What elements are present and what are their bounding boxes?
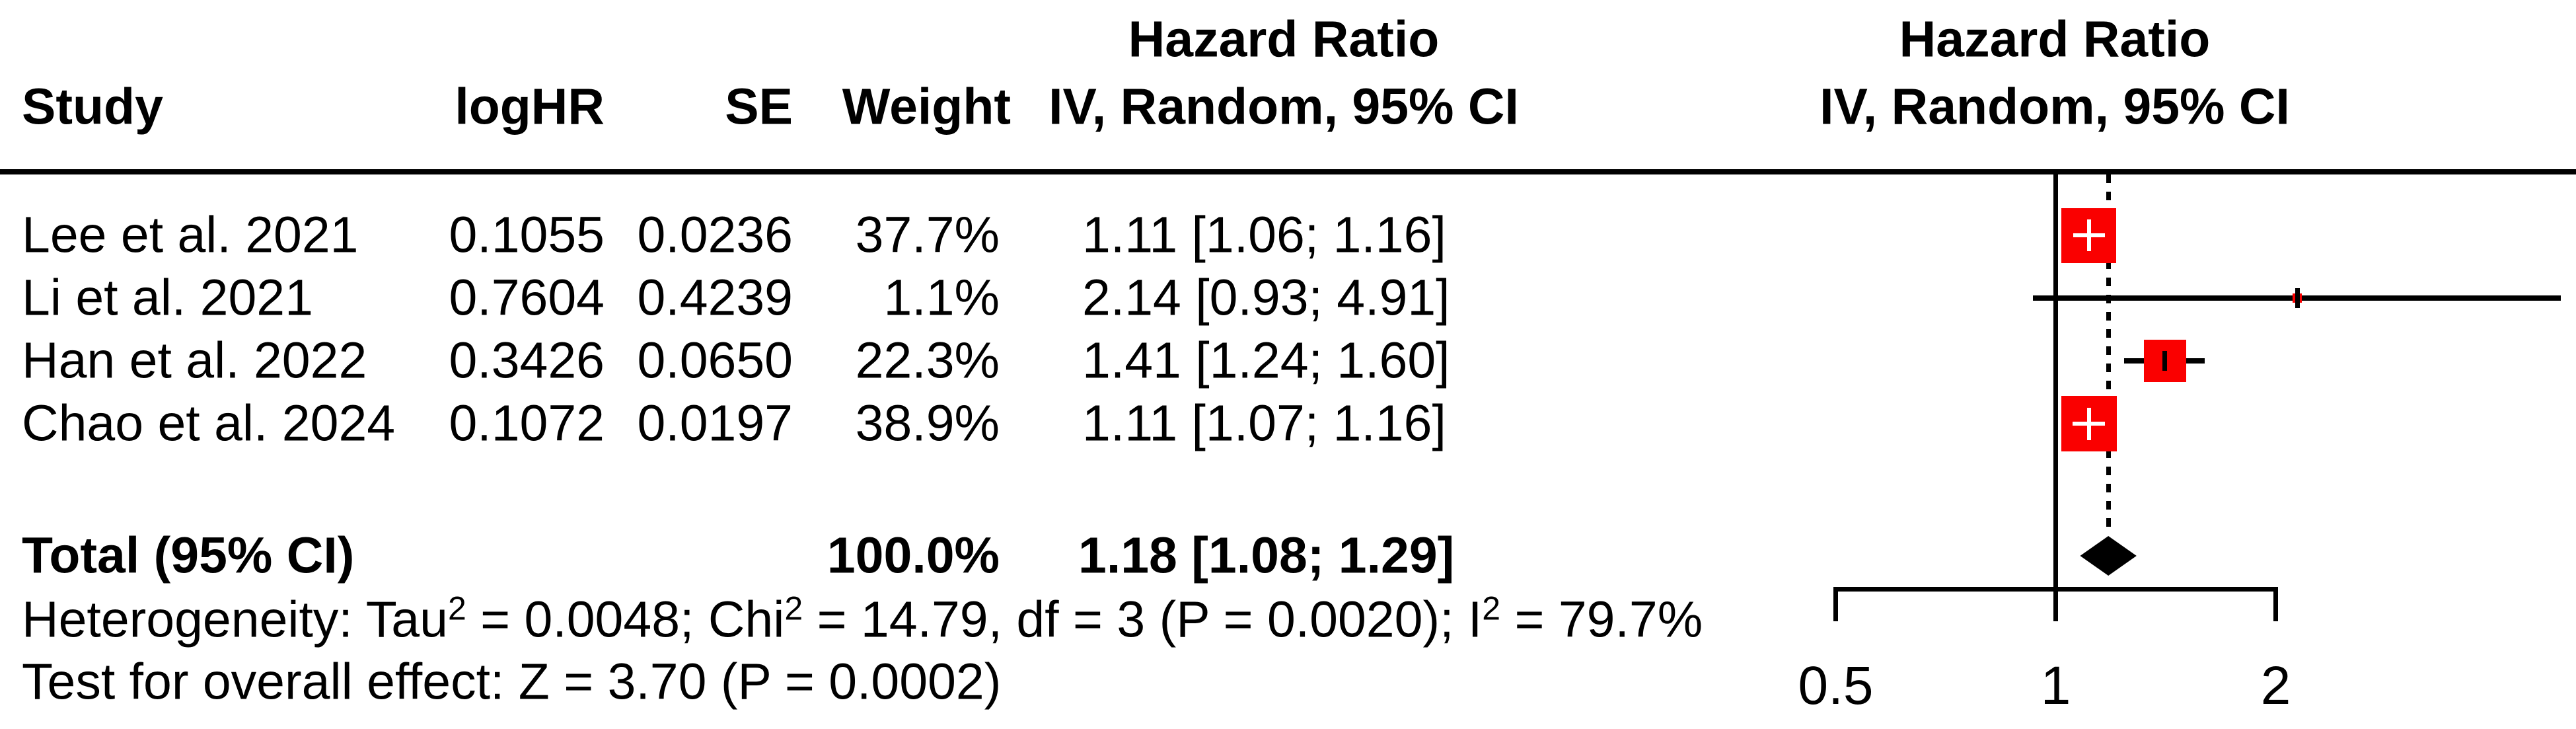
point-estimate-plus-v [2086,407,2091,440]
axis-tick [1833,587,1838,621]
study-name: Han et al. 2022 [22,332,367,389]
axis-tick-label: 1 [2040,655,2071,716]
axis-tick-label: 2 [2260,655,2291,716]
total-weight: 100.0% [827,527,1000,584]
point-estimate-tick [2295,288,2300,308]
reference-line-hr1 [2053,174,2058,621]
pooled-estimate-dashed-line [2106,174,2111,533]
se-value: 0.0650 [637,332,793,389]
study-name: Li et al. 2021 [22,269,313,326]
ci-value: 1.11 [1.06; 1.16] [1082,206,1446,264]
loghr-value: 0.3426 [449,332,605,389]
ci-value: 1.11 [1.07; 1.16] [1082,395,1446,452]
weight-value: 22.3% [855,332,1000,389]
pooled-diamond [2080,536,2137,576]
total-ci: 1.18 [1.08; 1.29] [1078,527,1455,584]
column-header-se: SE [725,78,793,135]
loghr-value: 0.1055 [449,206,605,264]
column-header-study: Study [22,78,163,135]
overall-effect-text: Test for overall effect: Z = 3.70 (P = 0… [22,653,1002,710]
loghr-value: 0.1072 [449,395,605,452]
column-header-ci: IV, Random, 95% CI [1049,78,1519,135]
column-header-ci-right: IV, Random, 95% CI [1820,78,2290,135]
column-header-loghr: logHR [455,78,605,135]
study-name: Lee et al. 2021 [22,206,359,264]
hazard-ratio-header-left: Hazard Ratio [1128,11,1440,68]
total-label: Total (95% CI) [22,527,355,584]
hazard-ratio-header-right: Hazard Ratio [1899,11,2211,68]
header-rule [0,169,2576,174]
heterogeneity-text: Heterogeneity: Tau2 = 0.0048; Chi2 = 14.… [22,590,1703,648]
weight-value: 38.9% [855,395,1000,452]
ci-value: 2.14 [0.93; 4.91] [1082,269,1450,326]
weight-value: 1.1% [883,269,1000,326]
axis-tick [2053,587,2058,621]
axis-tick [2273,587,2278,621]
point-estimate-tick [2162,351,2168,371]
tau-superscript: 2 [447,590,466,627]
se-value: 0.0236 [637,206,793,264]
ci-value: 1.41 [1.24; 1.60] [1082,332,1450,389]
study-name: Chao et al. 2024 [22,395,396,452]
se-value: 0.4239 [637,269,793,326]
axis-tick-label: 0.5 [1798,655,1874,716]
point-estimate-plus-v [2086,219,2091,251]
column-header-weight: Weight [842,78,1011,135]
weight-value: 37.7% [855,206,1000,264]
se-value: 0.0197 [637,395,793,452]
chi-superscript: 2 [784,590,803,627]
loghr-value: 0.7604 [449,269,605,326]
i2-superscript: 2 [1482,590,1501,627]
